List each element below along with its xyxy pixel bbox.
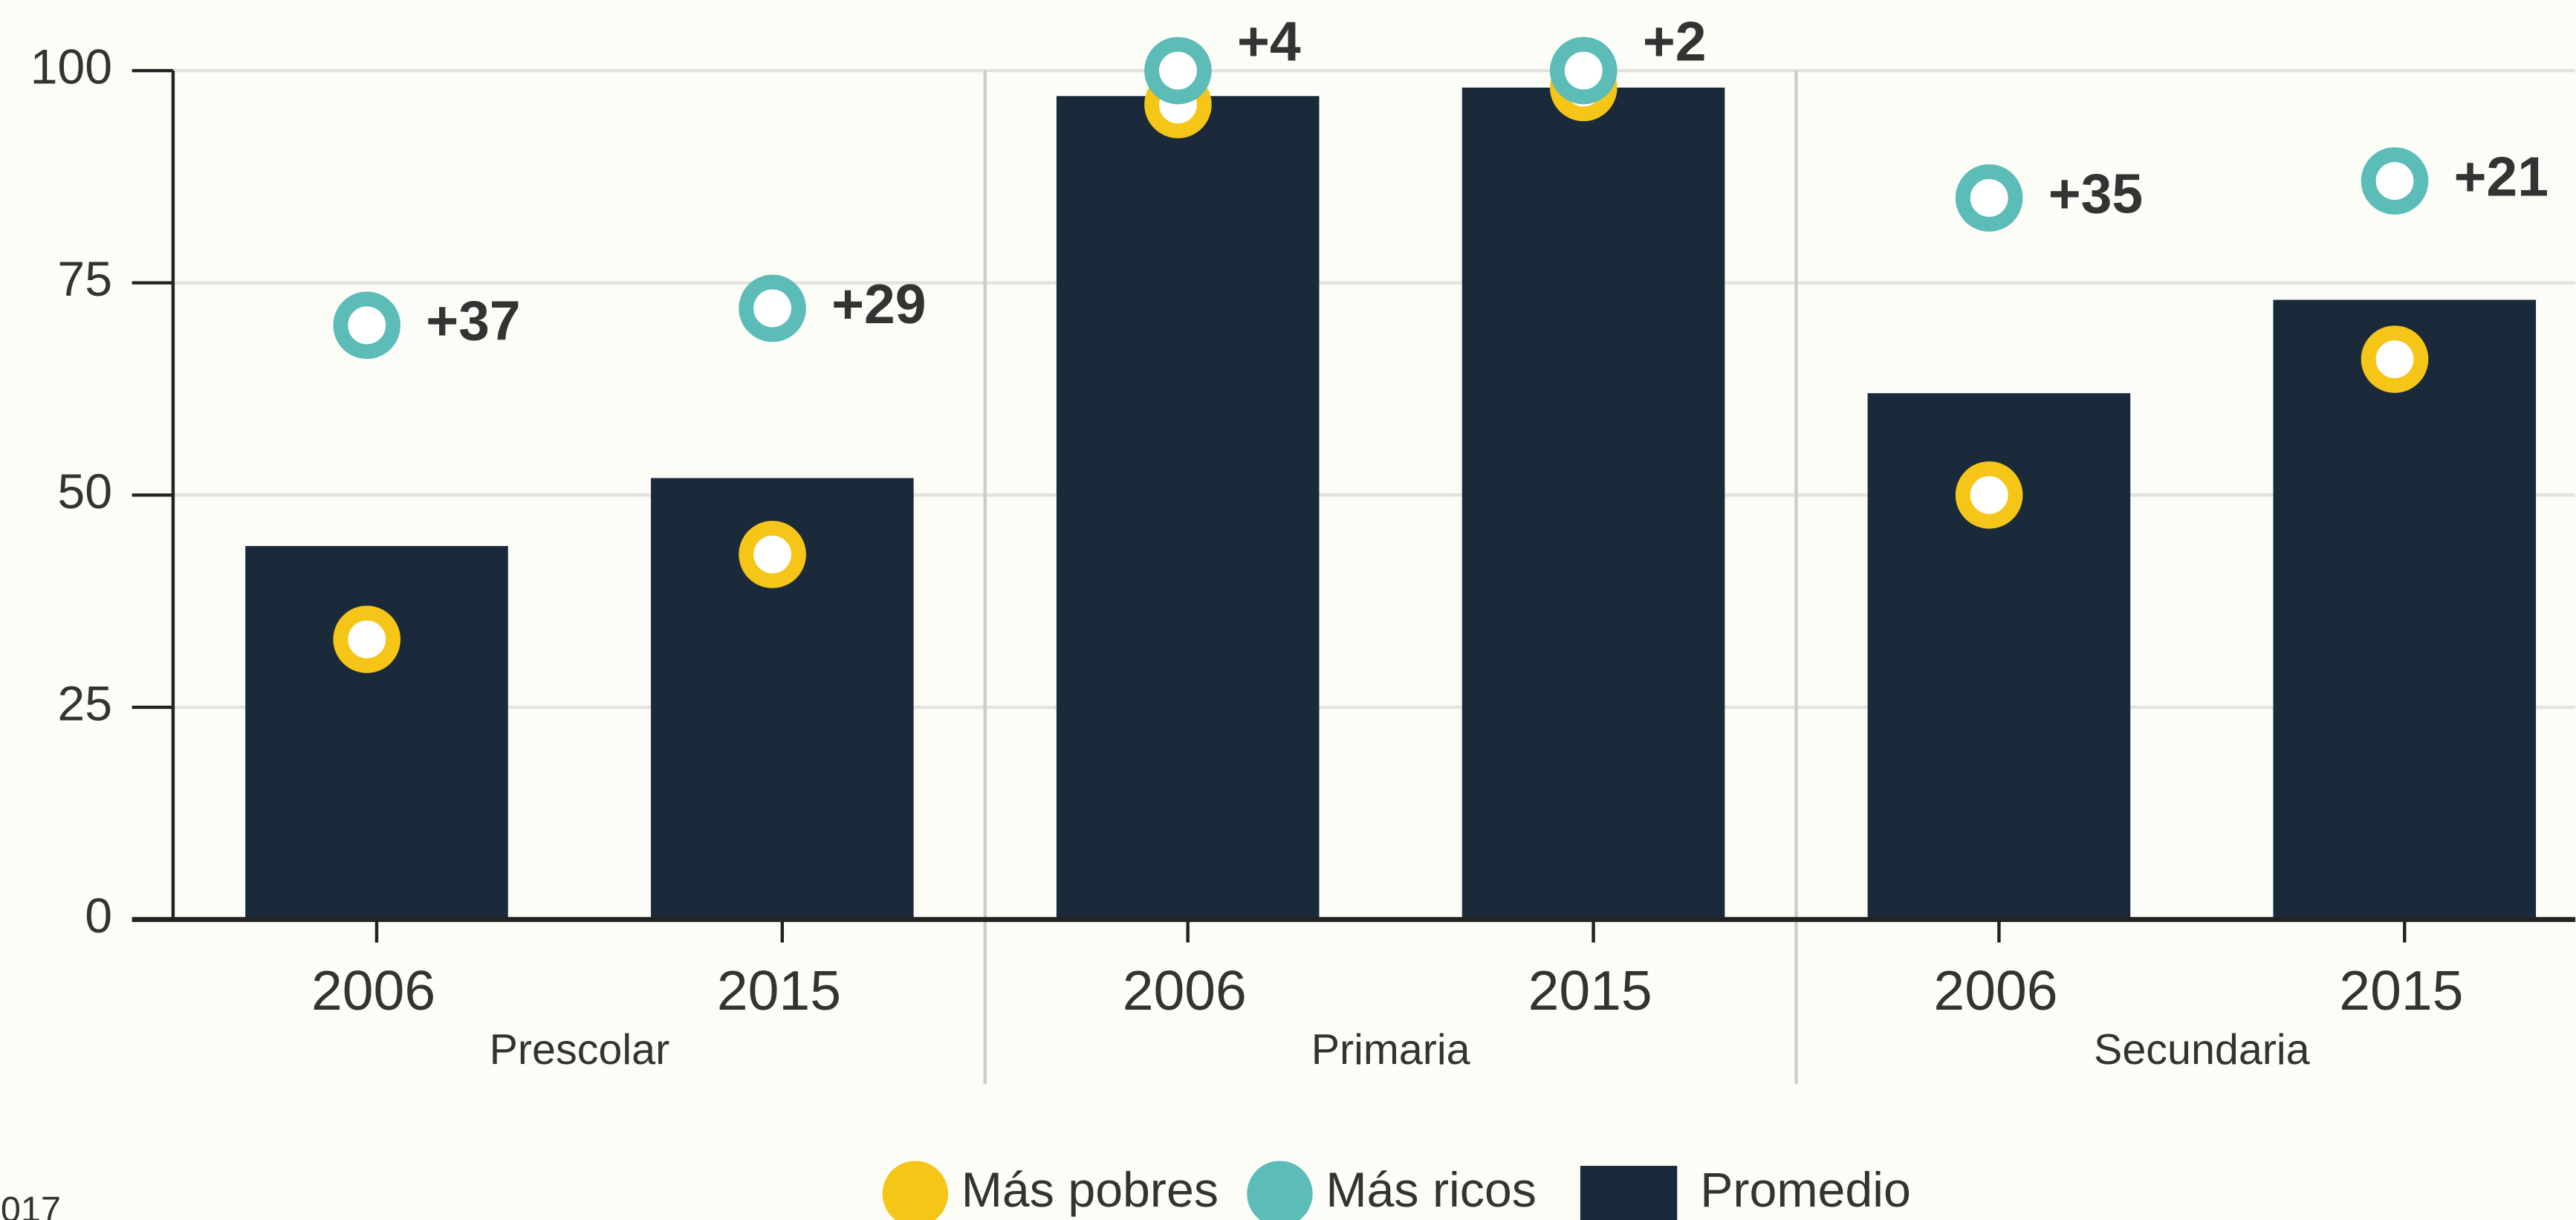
group-label: Secundaria (2094, 1026, 2310, 1074)
legend-swatch (1580, 1166, 1678, 1220)
y-tick-label: 0 (85, 889, 112, 944)
bar (245, 545, 508, 920)
legend-swatch (882, 1161, 949, 1220)
bar (2273, 299, 2537, 920)
annotation: +4 (1237, 10, 1301, 73)
annotation: +35 (2048, 162, 2143, 224)
x-tick-label: 2015 (2339, 959, 2463, 1022)
annotation: +21 (2454, 145, 2549, 207)
bar (1056, 96, 1320, 920)
marker (1144, 36, 1212, 105)
y-tick-label: 50 (57, 464, 112, 519)
x-tick-label: 2006 (1123, 959, 1247, 1022)
marker (333, 606, 401, 673)
marker (333, 291, 401, 360)
group-label: Prescolar (490, 1026, 670, 1074)
annotation: +2 (1643, 10, 1707, 73)
x-tick-label: 2006 (311, 959, 435, 1022)
legend-label: Más pobres (961, 1163, 1219, 1218)
y-tick-label: 75 (57, 252, 112, 307)
marker (739, 274, 806, 343)
legend-label: Promedio (1700, 1163, 1911, 1218)
x-tick-label: 2006 (1933, 959, 2057, 1022)
group-label: Primaria (1311, 1026, 1470, 1074)
marker (2361, 147, 2429, 215)
source-note: 017 (1, 1190, 61, 1220)
bar (1461, 87, 1725, 920)
legend-label: Más ricos (1326, 1163, 1537, 1218)
marker (739, 520, 806, 588)
annotation: +37 (426, 290, 520, 352)
marker (1549, 36, 1618, 105)
marker (1955, 164, 2023, 232)
x-tick-label: 2015 (1528, 959, 1652, 1022)
legend-swatch (1247, 1161, 1313, 1220)
y-tick-label: 100 (30, 40, 113, 95)
marker (1955, 461, 2023, 529)
x-tick-label: 2015 (717, 959, 841, 1022)
y-tick-label: 25 (57, 676, 112, 731)
annotation: +29 (831, 273, 926, 335)
marker (2361, 325, 2429, 393)
